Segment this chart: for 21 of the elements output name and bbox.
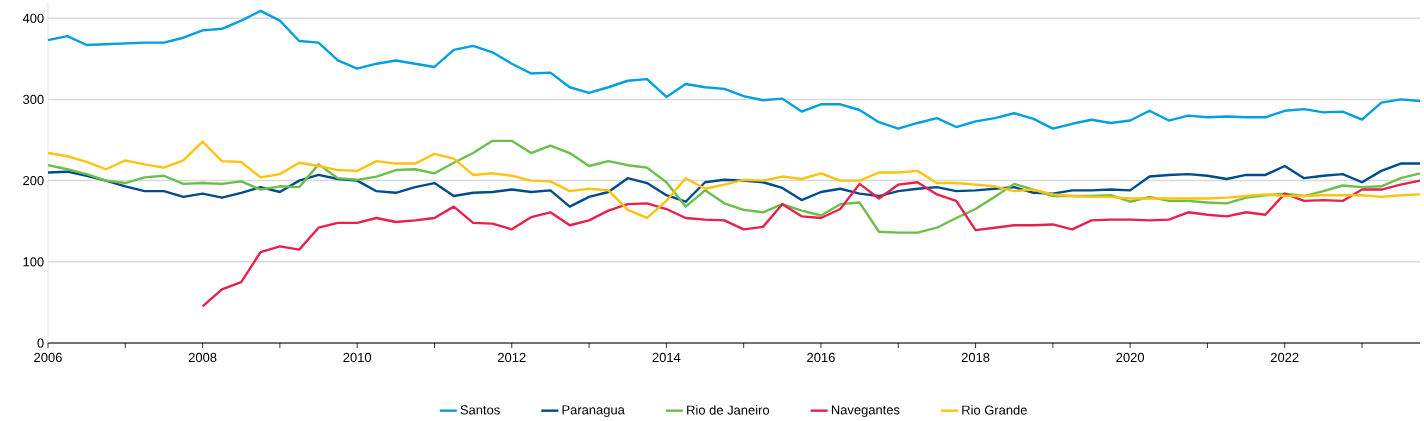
legend-label: Navegantes: [831, 405, 900, 417]
legend-label: Rio Grande: [962, 405, 1027, 415]
x-tick-label: 2016: [807, 352, 835, 363]
legend-label: Santos: [460, 405, 500, 415]
legend-label: Rio de Janeiro: [687, 405, 770, 415]
x-tick-label: 2014: [652, 352, 681, 363]
x-tick-label: 2020: [1116, 352, 1145, 363]
y-tick-label: 200: [23, 176, 44, 186]
x-tick-label: 2006: [34, 352, 62, 363]
x-tick-label: 2018: [961, 352, 990, 363]
line-series: [46, 162, 1422, 208]
y-tick-label: 100: [23, 257, 44, 267]
y-tick-label: 300: [23, 94, 44, 105]
legend-label: Paranagua: [562, 405, 625, 417]
y-tick-label: 0: [37, 338, 44, 348]
line-series: [201, 179, 1422, 308]
x-tick-label: 2010: [343, 352, 372, 363]
y-tick-label: 400: [22, 13, 44, 23]
x-tick-label: 2008: [188, 352, 217, 363]
x-tick-label: 2022: [1270, 352, 1299, 363]
x-tick-label: 2012: [498, 352, 526, 363]
